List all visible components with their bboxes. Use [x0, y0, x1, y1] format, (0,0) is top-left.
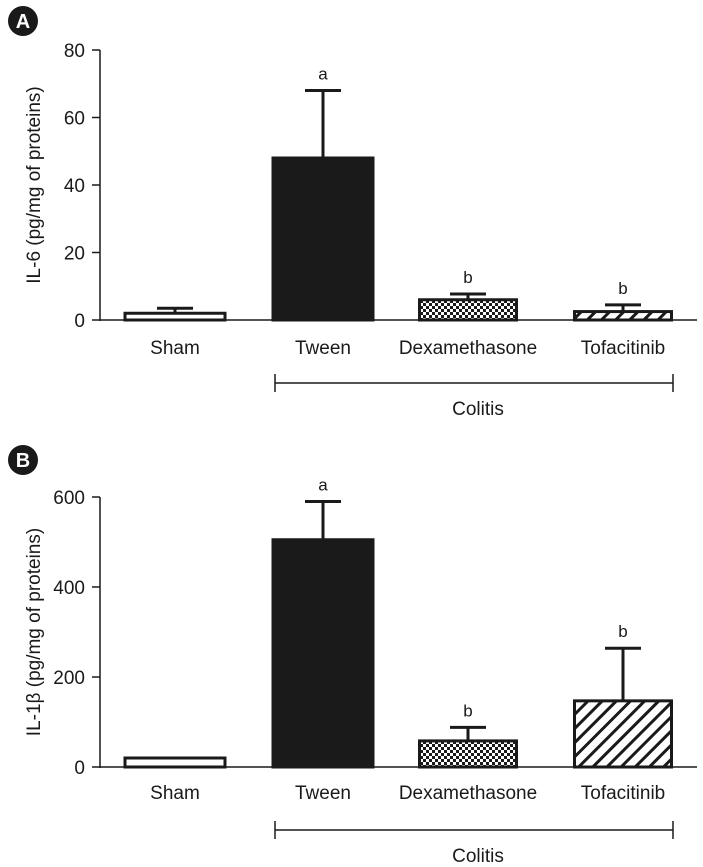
- panel-a-y-tick-label: 0: [74, 311, 85, 332]
- panel-a-y-tick-label: 40: [64, 176, 85, 197]
- panel-a-bar: [123, 311, 227, 322]
- panel-b-y-tick-label: 600: [53, 488, 85, 509]
- panel-a-y-axis-label: IL-6 (pg/mg of proteins): [24, 86, 45, 283]
- panel-b: B IL-1β (pg/mg of proteins) 0 200 400 600 a…: [8, 445, 697, 867]
- panel-a-category-label: Dexamethasone: [399, 338, 537, 359]
- panel-a-bar: [573, 310, 673, 322]
- panel-b-group-label: Colitis: [452, 846, 504, 867]
- panel-a-bar: [418, 298, 518, 322]
- panel-b-category-label: Tween: [295, 783, 351, 804]
- panel-a-letter: A: [16, 11, 30, 33]
- panel-a-badge: [8, 6, 38, 36]
- panel-a-group-label: Colitis: [452, 399, 504, 420]
- panel-b-significance-label: a: [318, 476, 328, 495]
- panel-a-y-tick-label: 60: [64, 109, 85, 130]
- panel-b-category-label: Sham: [150, 783, 200, 804]
- panel-b-letter: B: [16, 450, 30, 472]
- panel-a-y-tick-label: 80: [64, 41, 85, 62]
- panel-b-y-axis-label: IL-1β (pg/mg of proteins): [24, 528, 45, 736]
- panel-a-significance-label: b: [618, 279, 627, 298]
- panel-b-bar: [123, 756, 227, 769]
- panel-a-y-tick-label: 20: [64, 244, 85, 265]
- panel-b-y-tick-label: 400: [53, 578, 85, 599]
- panel-a-significance-label: b: [463, 268, 472, 287]
- panel-b-bar: [271, 538, 375, 769]
- panel-a-significance-label: a: [318, 65, 328, 84]
- panel-b-significance-label: b: [618, 622, 627, 641]
- panel-b-bar: [573, 699, 673, 769]
- panel-b-category-label: Tofacitinib: [581, 783, 666, 804]
- panel-a-category-label: Tween: [295, 338, 351, 359]
- panel-b-y-tick-label: 0: [74, 758, 85, 779]
- panel-a-category-label: Sham: [150, 338, 200, 359]
- panel-a-category-label: Tofacitinib: [581, 338, 666, 359]
- panel-b-y-tick-label: 200: [53, 668, 85, 689]
- panel-b-significance-label: b: [463, 701, 472, 720]
- panel-b-category-label: Dexamethasone: [399, 783, 537, 804]
- panel-a: A IL-6 (pg/mg of proteins) 0 20 40 60 80 a b b…: [8, 6, 697, 420]
- panel-b-badge: [8, 445, 38, 475]
- panel-b-bar: [418, 739, 518, 769]
- panel-a-bar: [271, 156, 375, 322]
